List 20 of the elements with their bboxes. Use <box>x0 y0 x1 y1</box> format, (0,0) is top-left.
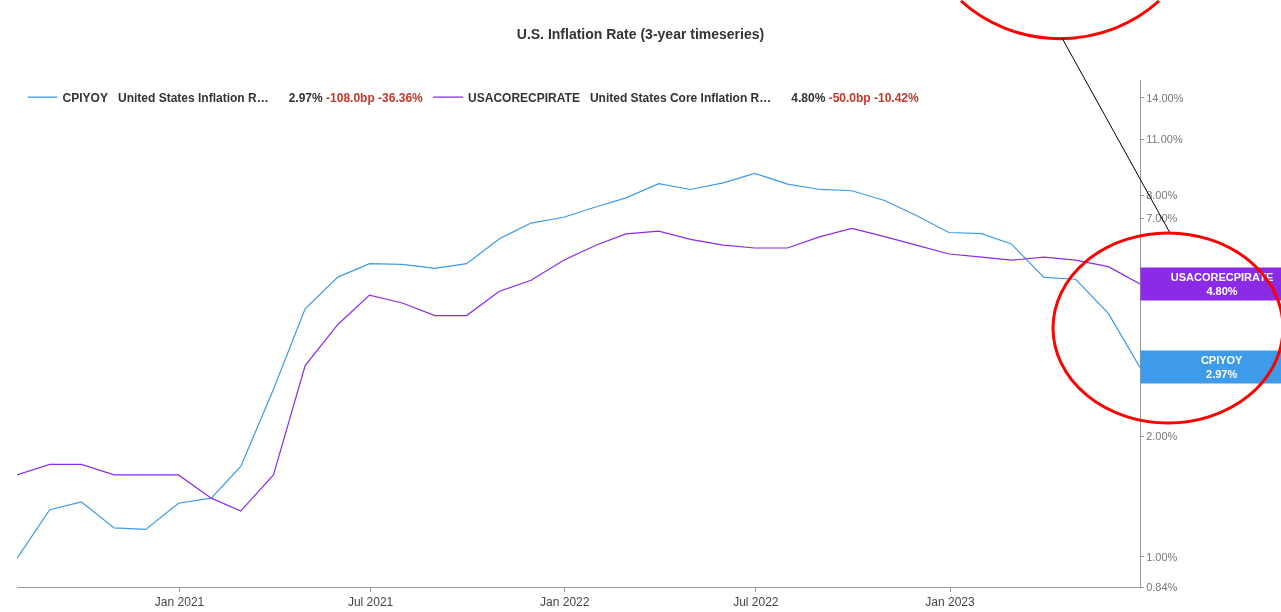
annotation: United States Core Inflation R… <box>589 90 772 105</box>
y-tick-label: 2.00% <box>1146 429 1178 442</box>
x-tick-label: Jul 2022 <box>733 595 779 610</box>
legend-label: USACORECPIRATE <box>468 90 580 105</box>
text: 2.97% <box>1206 368 1238 381</box>
annotation: 4.80% -50.0bp -10.42% <box>791 90 920 105</box>
x-tick-label: Jan 2021 <box>154 595 205 610</box>
y-tick-label: 14.00% <box>1146 91 1184 104</box>
text: CPIYOY <box>1200 353 1243 366</box>
x-tick-label: Jan 2022 <box>540 595 590 610</box>
x-tick-label: Jul 2021 <box>347 595 394 610</box>
y-tick-label: 1.00% <box>1146 550 1178 563</box>
y-tick-label: 0.84% <box>1146 580 1178 593</box>
text: 4.80% <box>1206 285 1238 298</box>
legend-label: CPIYOY <box>62 90 108 105</box>
x-tick-label: Jan 2023 <box>925 595 976 610</box>
annotation: 2.97% -108.0bp -36.36% <box>288 90 424 105</box>
annotation: United States Inflation R… <box>117 90 269 105</box>
y-tick-label: 11.00% <box>1146 133 1183 146</box>
chart-title: U.S. Inflation Rate (3-year timeseries) <box>516 25 765 42</box>
